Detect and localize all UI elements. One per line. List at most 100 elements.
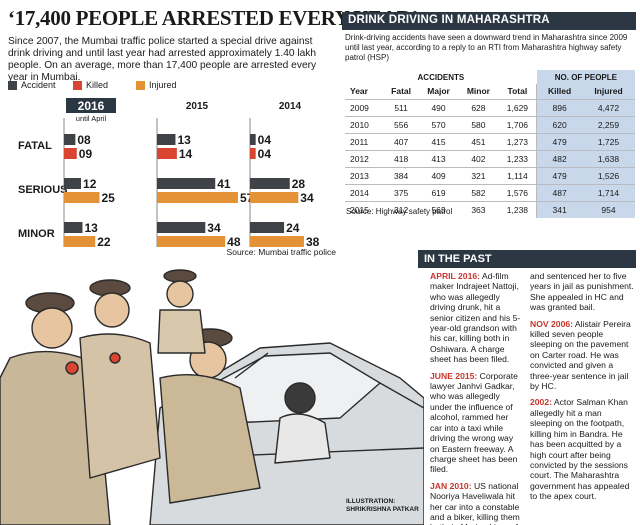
past-item-date: 2002: — [530, 397, 552, 408]
bar-label-2014-serious-injured: 34 — [300, 191, 314, 205]
table-cell-total: 1,273 — [498, 132, 538, 150]
column-header-injured: Injured — [581, 84, 635, 99]
past-item-text: Corporate lawyer Janhvi Gadkar, who was … — [430, 370, 518, 475]
table-cell-major: 563 — [418, 200, 459, 218]
bar-label-2016-minor-accident: 13 — [84, 221, 98, 235]
table-cell-killed: 341 — [536, 200, 582, 218]
past-item-text: Actor Salman Khan allegedly hit a man sl… — [530, 397, 630, 502]
table-cell-total: 1,114 — [498, 166, 538, 184]
past-item-date: APRIL 2016: — [430, 271, 480, 281]
past-item: APRIL 2016: Ad-film maker Indrajeet Natt… — [430, 271, 522, 365]
table-cell-fatal: 312 — [383, 200, 419, 218]
group-people: NO. OF PEOPLE — [536, 70, 635, 84]
bar-2014-serious-injured — [250, 192, 299, 203]
column-header-minor: Minor — [466, 86, 490, 97]
category-label-serious: SERIOUS — [18, 184, 68, 196]
table-cell-minor: 582 — [458, 183, 499, 201]
bar-2016-minor-accident — [64, 222, 83, 233]
table-row: 2013 384 409 321 1,114 479 1,526 — [345, 166, 635, 184]
legend-accident: Accident — [8, 80, 56, 90]
table-cell-minor: 321 — [458, 166, 499, 184]
illustration-credit: ILLUSTRATION: SHRIKRISHNA PATKAR — [346, 498, 419, 514]
drink-driving-table: ACCIDENTS NO. OF PEOPLE Year Fatal Major Mi… — [345, 70, 635, 218]
table-row: 2012 418 413 402 1,233 482 1,638 — [345, 149, 635, 167]
panel-year-box-2016 — [66, 98, 116, 113]
bar-2015-serious-injured — [157, 192, 238, 203]
table-cell-major: 570 — [418, 115, 459, 133]
bar-2015-serious-accident — [157, 178, 216, 189]
table-group-header: ACCIDENTS NO. OF PEOPLE — [345, 70, 635, 84]
category-label-fatal: FATAL — [18, 140, 52, 152]
column-header-killed: Killed — [536, 84, 582, 99]
table-cell-fatal: 407 — [383, 132, 419, 150]
column-header-major: Major — [427, 86, 450, 97]
category-label-minor: MINOR — [18, 228, 55, 240]
credit-line-2: SHRIKRISHNA PATKAR — [346, 506, 419, 513]
table-cell-total: 1,233 — [498, 149, 538, 167]
bar-2016-fatal-killed — [64, 148, 77, 159]
past-item-date: JAN 2010: — [430, 480, 472, 491]
bar-label-2016-fatal-accident: 08 — [77, 133, 91, 147]
panel-year-2014: 2014 — [279, 101, 302, 112]
table-row: 2009 511 490 628 1,629 896 4,472 — [345, 98, 635, 116]
bar-label-2015-fatal-accident: 13 — [177, 133, 191, 147]
past-title: IN THE PAST — [418, 250, 636, 268]
table-cell-killed: 479 — [536, 166, 582, 184]
table-column-header: Year Fatal Major Minor Total Killed Injured — [345, 84, 635, 99]
table-cell-killed: 482 — [536, 149, 582, 167]
table-cell-fatal: 418 — [383, 149, 419, 167]
table-cell-year: 2011 — [345, 132, 384, 150]
table-row: 2014 375 619 582 1,576 487 1,714 — [345, 183, 635, 201]
past-item-date: NOV 2006: — [530, 318, 573, 329]
table-cell-total: 1,576 — [498, 183, 538, 201]
credit-line-1: ILLUSTRATION: — [346, 498, 396, 505]
table-cell-major: 490 — [418, 98, 459, 116]
table-cell-fatal: 375 — [383, 183, 419, 201]
table-cell-injured: 1,714 — [581, 183, 635, 201]
table-cell-major: 409 — [418, 166, 459, 184]
table-cell-total: 1,238 — [498, 200, 538, 218]
table-row: 2011 407 415 451 1,273 479 1,725 — [345, 132, 635, 150]
table-cell-minor: 628 — [458, 98, 499, 116]
bar-2014-minor-accident — [250, 222, 285, 233]
police-car-illustration — [0, 258, 424, 525]
table-cell-injured: 954 — [581, 200, 635, 218]
past-item-text: Ad-film maker Indrajeet Nattoji, who was… — [430, 271, 521, 365]
column-header-fatal: Fatal — [391, 86, 412, 97]
table-cell-fatal: 384 — [383, 166, 419, 184]
group-accidents: ACCIDENTS — [417, 72, 465, 82]
table-cell-year: 2013 — [345, 166, 384, 184]
past-item: 2002: Actor Salman Khan allegedly hit a … — [530, 397, 634, 501]
bar-label-2015-serious-accident: 41 — [217, 177, 231, 191]
table-cell-killed: 487 — [536, 183, 582, 201]
bar-2015-fatal-accident — [157, 134, 176, 145]
table-row: 2010 556 570 580 1,706 620 2,259 — [345, 115, 635, 133]
bar-2014-serious-accident — [250, 178, 290, 189]
bar-2014-minor-injured — [250, 236, 304, 247]
table-cell-year: 2009 — [345, 98, 384, 116]
chart-source: Source: Mumbai traffic police — [226, 247, 336, 257]
table-cell-fatal: 556 — [383, 115, 419, 133]
bar-label-2014-minor-accident: 24 — [286, 221, 300, 235]
table-cell-killed: 620 — [536, 115, 582, 133]
panel-year-2016: 2016 — [78, 99, 105, 113]
table-cell-total: 1,706 — [498, 115, 538, 133]
legend-swatch-injured — [136, 80, 145, 90]
bar-label-2015-fatal-killed: 14 — [179, 147, 193, 161]
bar-label-2014-minor-injured: 38 — [306, 235, 320, 249]
bar-2016-minor-injured — [64, 236, 96, 247]
legend-injured: Injured — [136, 80, 177, 90]
table-cell-minor: 402 — [458, 149, 499, 167]
legend-label-accident: Accident — [21, 80, 56, 90]
table-row: 2015 312 563 363 1,238 341 954 — [345, 200, 635, 218]
panel-sublabel-2016: until April — [76, 114, 107, 123]
past-item-text: US national Nooriya Haveliwala hit her c… — [430, 480, 520, 525]
table-cell-killed: 896 — [536, 98, 582, 116]
legend-swatch-accident — [8, 80, 17, 90]
bar-2014-fatal-killed — [250, 148, 256, 159]
past-item: JUNE 2015: Corporate lawyer Janhvi Gadka… — [430, 371, 522, 475]
bar-label-2014-fatal-killed: 04 — [258, 147, 272, 161]
table-cell-year: 2015 — [345, 200, 384, 218]
table-cell-year: 2014 — [345, 183, 384, 201]
bar-label-2016-fatal-killed: 09 — [79, 147, 93, 161]
